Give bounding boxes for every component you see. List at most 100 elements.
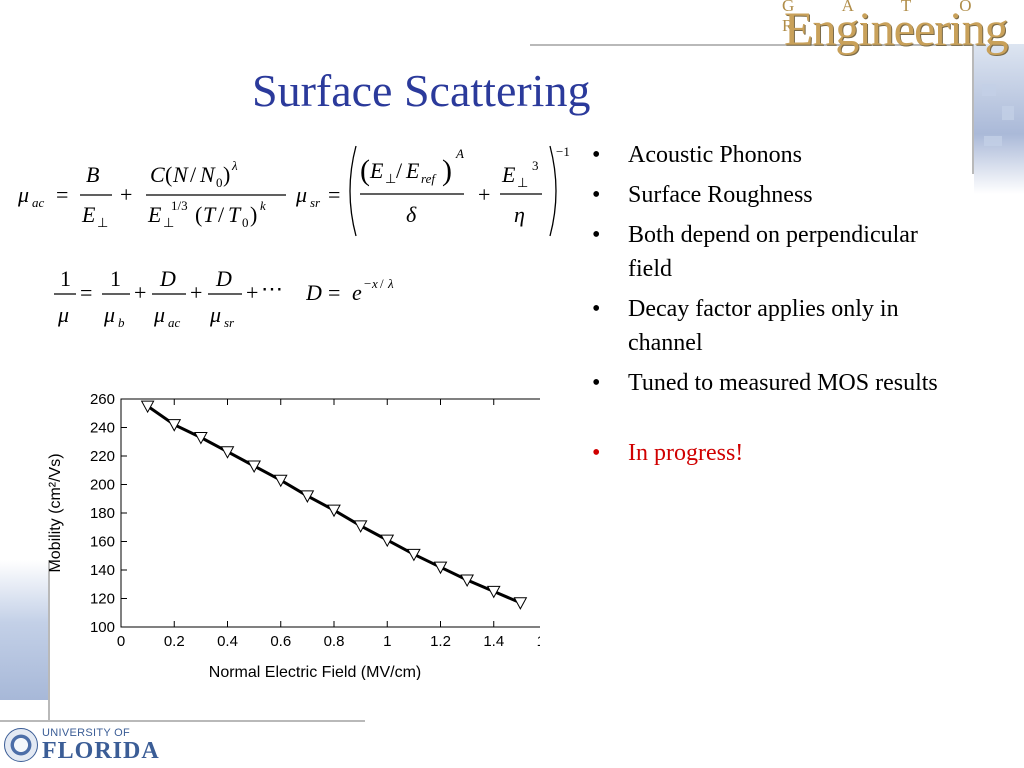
data-point-marker [407, 548, 421, 562]
bullet-glyph: • [592, 440, 601, 466]
bullet-item: • Both depend on perpendicular field [590, 218, 950, 286]
svg-text:N: N [199, 162, 216, 187]
bullet-item-highlight: • In progress! [590, 436, 950, 470]
left-decorative-strip [0, 560, 50, 700]
y-tick-label: 120 [90, 591, 115, 608]
y-tick-label: 240 [90, 420, 115, 437]
data-point-marker [327, 504, 341, 518]
svg-text:(: ( [165, 162, 172, 187]
bullet-item: • Surface Roughness [590, 178, 950, 212]
bullet-list: • Acoustic Phonons • Surface Roughness • Bo… [590, 138, 950, 476]
svg-text:=: = [80, 280, 92, 305]
svg-text:0: 0 [242, 215, 249, 230]
svg-text:⊥: ⊥ [163, 215, 174, 230]
svg-text:δ: δ [406, 202, 417, 227]
svg-text:E: E [405, 158, 420, 183]
svg-text:A: A [455, 146, 464, 161]
bullet-glyph: • [592, 222, 601, 248]
data-point-marker [220, 446, 235, 459]
uf-seal-icon [4, 728, 38, 762]
svg-text:E: E [501, 162, 516, 187]
bullet-item: • Tuned to measured MOS results [590, 366, 950, 400]
svg-text:⋯: ⋯ [261, 276, 283, 301]
x-tick-label: 0.6 [270, 633, 291, 650]
svg-text:−: − [364, 276, 371, 291]
data-point-marker [194, 431, 208, 445]
svg-text:E: E [81, 202, 96, 227]
data-point-marker [140, 400, 155, 414]
svg-text:0: 0 [216, 175, 223, 190]
svg-text:⊥: ⊥ [517, 175, 528, 190]
bottom-divider-line [0, 720, 365, 722]
uf-logo-line2: FLORIDA [42, 738, 160, 764]
mobility-chart: 0 0.2 0.4 0.6 0.8 1 1.2 1.4 1.6 100 120 140 160 180 20… [40, 380, 557, 681]
data-point-marker [486, 585, 501, 599]
svg-text:1: 1 [60, 266, 71, 291]
data-point-marker [247, 460, 261, 474]
bullet-glyph: • [592, 296, 601, 322]
svg-text:ref: ref [421, 171, 437, 186]
y-tick-label: 220 [90, 448, 115, 465]
x-tick-label: 0 [117, 633, 125, 650]
svg-text:): ) [223, 162, 230, 187]
svg-text:): ) [250, 202, 257, 227]
svg-text:T: T [228, 202, 242, 227]
svg-text:1: 1 [110, 266, 121, 291]
y-tick-label: 140 [90, 562, 115, 579]
svg-text:⊥: ⊥ [385, 171, 396, 186]
x-tick-label: 0.2 [164, 633, 185, 650]
svg-text:E: E [369, 158, 384, 183]
logo-engineering-text: Engineering [784, 3, 1009, 56]
svg-text:sr: sr [310, 195, 321, 210]
x-axis-label: Normal Electric Field (MV/cm) [209, 664, 421, 680]
svg-text:+: + [246, 280, 258, 305]
y-tick-label: 200 [90, 477, 115, 494]
equation-mu-sr: μ sr = ( E ⊥ / E ref ) A δ + E ⊥ 3 η −1 [296, 144, 570, 237]
data-point-marker [273, 474, 288, 488]
y-tick-label: 180 [90, 505, 115, 522]
svg-text:−1: −1 [556, 144, 570, 159]
svg-text:λ: λ [231, 158, 238, 173]
svg-text:/: / [396, 158, 403, 183]
x-tick-label: 0.8 [324, 633, 345, 650]
data-point-marker [513, 597, 528, 610]
svg-text:μ: μ [103, 302, 115, 327]
svg-text:/: / [218, 202, 225, 227]
svg-text:+: + [190, 280, 202, 305]
svg-text:λ: λ [387, 276, 394, 291]
equation-matthiessen: 1 μ = 1 μ b + D μ ac + D μ sr + ⋯ [54, 266, 283, 330]
svg-text:D: D [215, 266, 232, 291]
data-point-marker [353, 520, 368, 533]
svg-text:1/3: 1/3 [171, 198, 188, 213]
x-tick-label: 1.4 [483, 633, 504, 650]
svg-text:E: E [147, 202, 162, 227]
y-tick-label: 100 [90, 619, 115, 636]
data-point-marker [380, 534, 395, 548]
bullet-glyph: • [592, 370, 601, 396]
bullet-glyph: • [592, 142, 601, 168]
equation-decay: D = e − x / λ [306, 276, 394, 305]
svg-text:3: 3 [532, 158, 539, 173]
svg-text:μ: μ [18, 182, 29, 207]
right-decorative-strip [974, 44, 1024, 194]
svg-text:sr: sr [224, 315, 235, 330]
y-tick-label: 260 [90, 391, 115, 408]
svg-text:+: + [134, 280, 146, 305]
university-of-florida-logo: UNIVERSITY OF FLORIDA [4, 724, 159, 766]
svg-text:⊥: ⊥ [97, 215, 108, 230]
svg-text:N: N [172, 162, 189, 187]
data-point-marker [167, 419, 182, 432]
svg-text:x: x [371, 276, 378, 291]
svg-text:η: η [514, 202, 525, 227]
bullet-item: • Acoustic Phonons [590, 138, 950, 172]
svg-text:μ: μ [296, 182, 307, 207]
bullet-item: • Decay factor applies only in channel [590, 292, 950, 360]
svg-text:ac: ac [32, 195, 45, 210]
bullet-glyph: • [592, 182, 601, 208]
data-point-marker [460, 574, 474, 588]
uf-logo-line1: UNIVERSITY OF [42, 727, 131, 739]
svg-text:=: = [328, 182, 340, 207]
x-tick-label: 1.6 [537, 633, 540, 650]
svg-text:D: D [306, 280, 322, 305]
logo-gator-text: G A T O R [782, 0, 994, 35]
